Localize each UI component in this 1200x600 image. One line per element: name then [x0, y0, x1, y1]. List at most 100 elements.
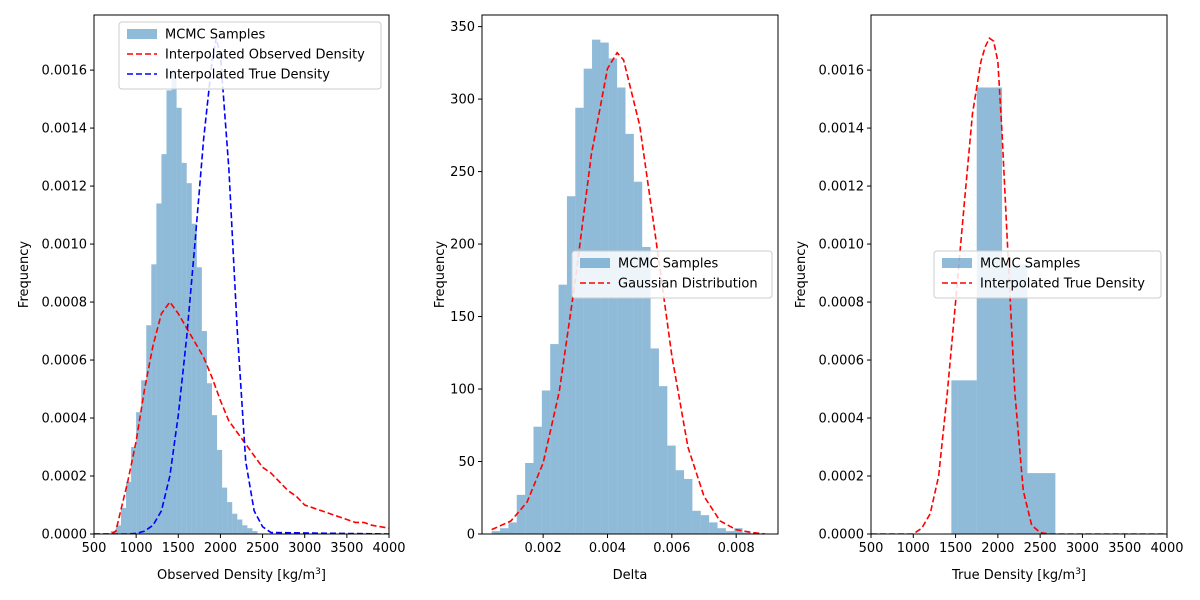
histogram-bar	[617, 87, 626, 534]
histogram-bar	[227, 502, 233, 534]
histogram-bar	[633, 181, 643, 534]
histogram-bar	[242, 525, 248, 534]
x-tick-label: 4000	[372, 541, 405, 556]
histogram-bar	[252, 531, 258, 534]
histogram-bar	[237, 519, 243, 534]
panel-observed-density: 500 1000 1500 2000 2500 3000 3500 4000 0.0000 0.0…	[17, 14, 406, 583]
legend: MCMC Samples Interpolated True Density	[933, 250, 1162, 299]
histogram-bar	[642, 246, 651, 534]
histogram-bar	[667, 445, 676, 534]
legend-label: Interpolated True Density	[165, 68, 330, 83]
histogram-bar	[734, 528, 743, 534]
y-axis-label: Frequency	[433, 241, 448, 308]
x-tick-label: 3000	[1066, 541, 1099, 556]
histogram-bar	[232, 513, 238, 534]
histogram-bar	[625, 133, 634, 534]
legend-swatch-patch	[127, 29, 157, 39]
x-tick-label: 0.004	[589, 541, 626, 556]
y-tick-label: 350	[450, 20, 475, 35]
y-tick-label: 0.0014	[819, 122, 865, 137]
histogram-bar	[206, 383, 212, 534]
series-line-gaussian-distribution	[491, 51, 766, 534]
histogram-bar	[566, 196, 576, 534]
x-tick-label: 2000	[981, 541, 1014, 556]
y-tick-label: 0.0012	[819, 180, 865, 195]
y-tick-label: 100	[450, 383, 475, 398]
x-axis-label: True Density [kg/m3]	[951, 567, 1086, 583]
y-tick-label: 0.0000	[42, 528, 88, 543]
histogram-bar	[181, 162, 187, 534]
x-tick-label: 3500	[1108, 541, 1141, 556]
legend-label: MCMC Samples	[618, 257, 718, 272]
y-axis-label: Frequency	[794, 241, 809, 308]
series-line-interpolated-true-density	[871, 37, 1167, 534]
x-tick-label: 0.008	[718, 541, 755, 556]
histogram-bar	[575, 107, 584, 534]
y-tick-label: 0.0004	[42, 412, 88, 427]
axes-frame	[93, 14, 390, 535]
legend-label: MCMC Samples	[980, 257, 1080, 272]
y-tick-label: 0.0006	[42, 354, 88, 369]
y-tick-label: 0.0016	[42, 64, 88, 79]
y-axis-label: Frequency	[17, 241, 32, 308]
y-tick-label: 50	[458, 455, 475, 470]
y-tick-label: 0	[467, 528, 475, 543]
histogram-bar	[491, 531, 501, 534]
panel-delta: 0.002 0.004 0.006 0.008 0 50 100 150 200 250 300 35…	[433, 14, 779, 583]
y-tick-label: 250	[450, 165, 475, 180]
legend-swatch-patch	[942, 258, 972, 268]
histogram-bar	[550, 344, 559, 534]
histogram-bar	[742, 532, 751, 534]
histogram-bar	[658, 386, 668, 534]
histogram-bar	[166, 90, 172, 534]
histogram-bar	[151, 264, 157, 534]
histogram-bar	[247, 528, 253, 534]
histogram-bar	[516, 494, 526, 534]
histogram-bar	[500, 528, 509, 534]
histogram-bar	[508, 522, 517, 534]
legend-box	[118, 21, 382, 90]
histogram-bar	[675, 470, 685, 534]
x-axis-label: Observed Density [kg/m3]	[157, 567, 326, 583]
histogram-bar	[186, 183, 192, 534]
histogram-bar	[171, 70, 177, 534]
histogram-bar	[115, 525, 121, 534]
x-tick-label: 3000	[288, 541, 321, 556]
x-tick-label: 1000	[120, 541, 153, 556]
x-tick-label: 0.006	[653, 541, 690, 556]
histogram-bar	[176, 107, 182, 534]
y-tick-label: 0.0010	[42, 238, 88, 253]
x-tick-label: 2500	[1024, 541, 1057, 556]
legend: MCMC Samples Interpolated Observed Densit…	[118, 21, 382, 90]
histogram-bar	[717, 528, 726, 534]
histogram-bar	[533, 426, 542, 534]
panel-true-density: 500 1000 1500 2000 2500 3000 3500 4000 0.0000 0.0…	[794, 14, 1184, 583]
histogram-bar	[725, 531, 735, 534]
y-tick-label: 0.0004	[819, 412, 865, 427]
histogram-bar	[212, 415, 218, 534]
histogram-bar	[141, 380, 147, 534]
y-tick-label: 0.0006	[819, 354, 865, 369]
histogram-bar	[156, 203, 162, 534]
histogram-bar	[583, 68, 593, 534]
legend-box	[933, 250, 1162, 299]
x-tick-label: 3500	[330, 541, 363, 556]
histogram-bar	[692, 510, 701, 534]
y-tick-label: 0.0014	[42, 122, 88, 137]
x-tick-label: 2000	[204, 541, 237, 556]
histogram-bar	[161, 154, 167, 534]
axes-frame	[481, 14, 779, 535]
x-tick-label: 1500	[939, 541, 972, 556]
y-tick-label: 0.0002	[42, 470, 88, 485]
x-tick-label: 2500	[246, 541, 279, 556]
y-tick-label: 200	[450, 238, 475, 253]
histogram-bar	[201, 331, 207, 534]
histogram-bar	[126, 481, 132, 534]
x-tick-label: 500	[859, 541, 884, 556]
series-line-interpolated-observed-density	[94, 300, 389, 534]
histogram-bar	[976, 87, 1003, 534]
legend-label: Interpolated True Density	[980, 277, 1145, 292]
y-tick-label: 0.0010	[819, 238, 865, 253]
x-tick-label: 500	[82, 541, 107, 556]
